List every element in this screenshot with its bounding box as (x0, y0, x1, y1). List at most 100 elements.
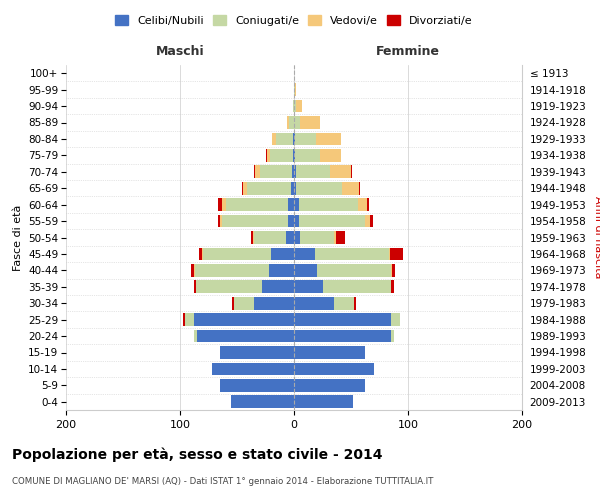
Bar (251, 231, 253, 244)
Bar (294, 313, 391, 326)
Bar (293, 132, 294, 145)
Bar (255, 166, 260, 178)
Y-axis label: Fasce di età: Fasce di età (13, 204, 23, 270)
Bar (266, 149, 270, 162)
Bar (191, 264, 194, 277)
Bar (194, 313, 294, 326)
Y-axis label: Anni di nascita: Anni di nascita (593, 196, 600, 279)
Bar (184, 313, 185, 326)
Bar (196, 280, 262, 293)
Bar (272, 132, 276, 145)
Bar (296, 182, 342, 194)
Bar (254, 297, 294, 310)
Bar (295, 83, 296, 96)
Bar (391, 280, 394, 293)
Bar (222, 198, 226, 211)
Bar (300, 231, 334, 244)
Bar (194, 330, 197, 342)
Bar (287, 116, 289, 129)
Bar (294, 297, 334, 310)
Bar (334, 231, 336, 244)
Bar (323, 280, 391, 293)
Bar (212, 362, 294, 376)
Bar (271, 248, 294, 260)
Bar (232, 297, 233, 310)
Bar (194, 280, 196, 293)
Bar (292, 166, 294, 178)
Bar (199, 248, 202, 260)
Bar (391, 313, 400, 326)
Bar (392, 264, 395, 277)
Bar (203, 248, 271, 260)
Bar (294, 379, 365, 392)
Bar (294, 100, 296, 112)
Bar (365, 214, 370, 228)
Bar (253, 231, 254, 244)
Bar (296, 100, 302, 112)
Bar (290, 182, 294, 194)
Bar (370, 214, 373, 228)
Bar (276, 132, 293, 145)
Bar (295, 149, 320, 162)
Bar (294, 396, 353, 408)
Bar (294, 214, 299, 228)
Bar (391, 264, 392, 277)
Legend: Celibi/Nubili, Coniugati/e, Vedovi/e, Divorziati/e: Celibi/Nubili, Coniugati/e, Vedovi/e, Di… (115, 16, 473, 26)
Bar (316, 132, 341, 145)
Bar (260, 166, 292, 178)
Bar (197, 330, 294, 342)
Bar (317, 264, 391, 277)
Bar (247, 182, 290, 194)
Bar (294, 198, 299, 211)
Bar (270, 149, 293, 162)
Bar (293, 100, 294, 112)
Bar (355, 297, 356, 310)
Text: Popolazione per età, sesso e stato civile - 2014: Popolazione per età, sesso e stato civil… (12, 448, 383, 462)
Bar (222, 214, 289, 228)
Bar (293, 149, 294, 162)
Bar (254, 166, 255, 178)
Bar (226, 198, 289, 211)
Bar (294, 346, 365, 359)
Bar (334, 297, 355, 310)
Bar (286, 231, 294, 244)
Bar (254, 231, 286, 244)
Bar (194, 264, 195, 277)
Bar (314, 248, 389, 260)
Bar (289, 198, 294, 211)
Bar (300, 116, 320, 129)
Bar (367, 198, 369, 211)
Bar (294, 116, 300, 129)
Bar (294, 166, 296, 178)
Bar (296, 166, 331, 178)
Bar (202, 248, 203, 260)
Bar (342, 182, 359, 194)
Bar (220, 346, 294, 359)
Text: COMUNE DI MAGLIANO DE' MARSI (AQ) - Dati ISTAT 1° gennaio 2014 - Elaborazione TU: COMUNE DI MAGLIANO DE' MARSI (AQ) - Dati… (12, 478, 433, 486)
Bar (220, 379, 294, 392)
Bar (218, 198, 222, 211)
Bar (389, 248, 390, 260)
Bar (294, 132, 295, 145)
Bar (289, 116, 294, 129)
Bar (262, 280, 294, 293)
Bar (294, 280, 323, 293)
Text: Femmine: Femmine (376, 45, 440, 58)
Bar (195, 264, 269, 277)
Bar (331, 166, 351, 178)
Bar (351, 166, 352, 178)
Bar (320, 149, 341, 162)
Bar (242, 182, 247, 194)
Bar (299, 214, 365, 228)
Bar (294, 231, 300, 244)
Bar (294, 83, 295, 96)
Bar (390, 248, 403, 260)
Bar (336, 231, 346, 244)
Bar (358, 198, 367, 211)
Bar (294, 149, 295, 162)
Bar (294, 362, 374, 376)
Bar (232, 396, 294, 408)
Bar (269, 264, 294, 277)
Bar (185, 313, 194, 326)
Bar (294, 264, 317, 277)
